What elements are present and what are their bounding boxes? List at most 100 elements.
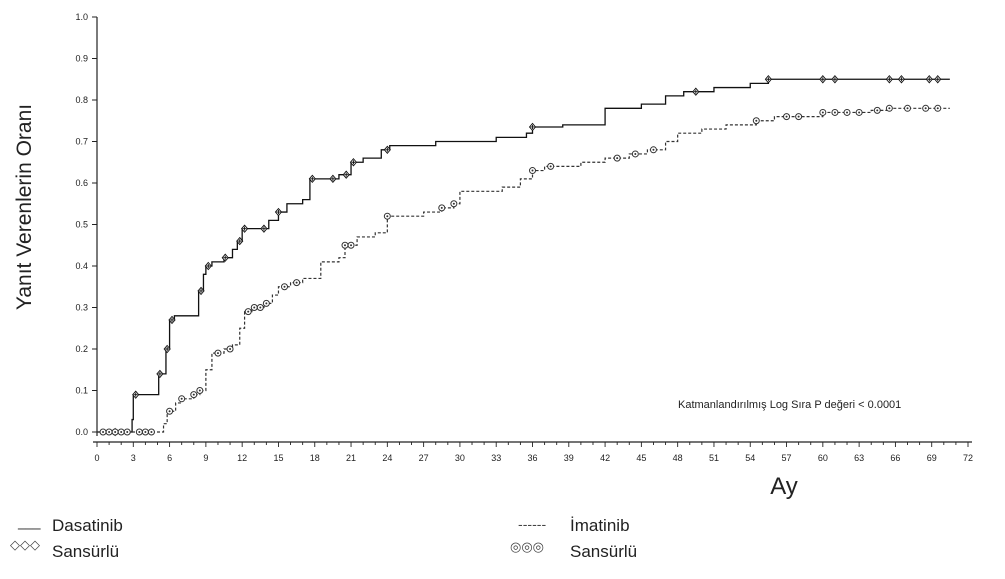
censor-marker-dot [138,431,141,433]
censor-marker-plus [223,255,228,260]
y-tick-label: 0.3 [75,303,88,313]
x-tick-label: 45 [636,453,646,463]
censor-marker-dot [797,115,800,118]
censor-marker-dot [247,310,250,313]
censor-marker-dot [888,107,891,110]
censor-marker-plus [330,176,335,181]
censor-marker-plus [766,77,771,82]
legend-dasatinib-line-symbol: ___ [18,512,41,530]
y-tick-label: 0.2 [75,344,88,354]
legend-imatinib-line-symbol: ------ [518,518,547,533]
censor-marker-dot [144,431,147,433]
censor-marker-plus [899,77,904,82]
y-tick-label: 0.9 [75,54,88,64]
censor-marker-dot [265,302,268,305]
censor-marker-plus [242,226,247,231]
censor-marker-plus [310,176,315,181]
censor-marker-dot [295,281,298,284]
y-tick-label: 0.6 [75,178,88,188]
censor-marker-plus [351,160,356,165]
x-axis-title: Ay [770,473,798,500]
x-tick-label: 69 [927,453,937,463]
censor-marker-plus [530,124,535,129]
x-tick-label: 0 [94,453,99,463]
x-tick-labels: 0 3 6 9 12 15 18 21 24 27 30 33 36 39 42 45 48 51 54 57 60 63… [94,453,973,463]
y-tick-labels: 0.0 0.1 0.2 0.3 0.4 0.5 0.6 0.7 0.8 0.9 1.0 [75,12,88,437]
x-tick-label: 33 [491,453,501,463]
axes [92,16,972,447]
legend-imatinib-censor-symbol: ◎◎◎ [510,540,545,555]
censor-marker-plus [344,172,349,177]
series-imatinib [97,104,950,436]
x-tick-label: 51 [709,453,719,463]
censor-marker-dot [343,244,346,247]
x-tick-label: 72 [963,453,973,463]
censor-marker-dot [531,169,534,172]
y-tick-label: 0.0 [75,427,88,437]
censor-marker-dot [253,306,256,309]
censor-marker-plus [157,371,162,376]
series-line [97,107,950,433]
censor-marker-dot [120,431,123,433]
x-tick-label: 48 [673,453,683,463]
censor-marker-dot [229,348,232,350]
x-tick-label: 63 [854,453,864,463]
legend-imatinib-label: İmatinib [570,516,630,535]
x-tick-label: 36 [527,453,537,463]
x-tick-label: 30 [455,453,465,463]
censor-marker-dot [102,431,105,433]
censor-marker-dot [833,111,836,114]
x-tick-label: 24 [382,453,392,463]
censor-marker-dot [150,431,153,433]
x-tick-label: 12 [237,453,247,463]
x-tick-label: 21 [346,453,356,463]
censor-marker-dot [283,285,286,288]
censor-marker-dot [549,165,552,168]
censor-marker-plus [820,77,825,82]
y-axis-title: Yanıt Verenlerin Oranı [13,104,36,310]
censor-marker-dot [846,111,849,114]
censor-marker-dot [634,152,637,155]
y-tick-label: 0.5 [75,220,88,230]
legend-dasatinib-censor-label: Sansürlü [52,542,120,561]
censor-marker-dot [180,397,183,400]
censor-marker-dot [616,157,619,160]
censor-marker-plus [276,210,281,215]
y-tick-label: 0.7 [75,137,88,147]
x-tick-label: 27 [419,453,429,463]
censor-marker-dot [198,389,201,392]
series-dasatinib [97,75,950,437]
x-tick-label: 57 [782,453,792,463]
x-tick-label: 60 [818,453,828,463]
censor-marker-dot [652,148,655,151]
series-layer [97,75,950,437]
p-value-annotation: Katmanlandırılmış Log Sıra P değeri < 0.… [678,399,901,411]
censor-marker-plus [199,288,204,293]
censor-marker-dot [858,111,861,114]
censor-marker-dot [821,111,824,114]
x-tick-label: 6 [167,453,172,463]
censor-marker-dot [906,107,909,110]
x-tick-label: 3 [131,453,136,463]
x-tick-label: 54 [745,453,755,463]
censor-marker-dot [924,107,927,110]
x-tick-label: 9 [203,453,208,463]
censor-marker-plus [165,347,170,351]
censor-marker-plus [832,77,837,82]
censor-marker-dot [452,202,455,205]
censor-marker-dot [785,115,788,118]
legend-dasatinib-censor-symbol: ◇◇◇ [10,538,40,553]
series-line [97,78,950,433]
x-tick-label: 42 [600,453,610,463]
legend-imatinib-censor-label: Sansürlü [570,542,638,561]
censor-marker-plus [693,89,698,94]
censor-marker-dot [386,215,389,218]
censor-marker-dot [259,306,262,309]
censor-marker-dot [216,352,219,355]
censor-marker-dot [192,393,195,396]
censor-marker-dot [126,431,129,433]
censor-marker-plus [206,264,211,268]
y-tick-label: 0.8 [75,95,88,105]
censor-marker-dot [108,431,111,433]
